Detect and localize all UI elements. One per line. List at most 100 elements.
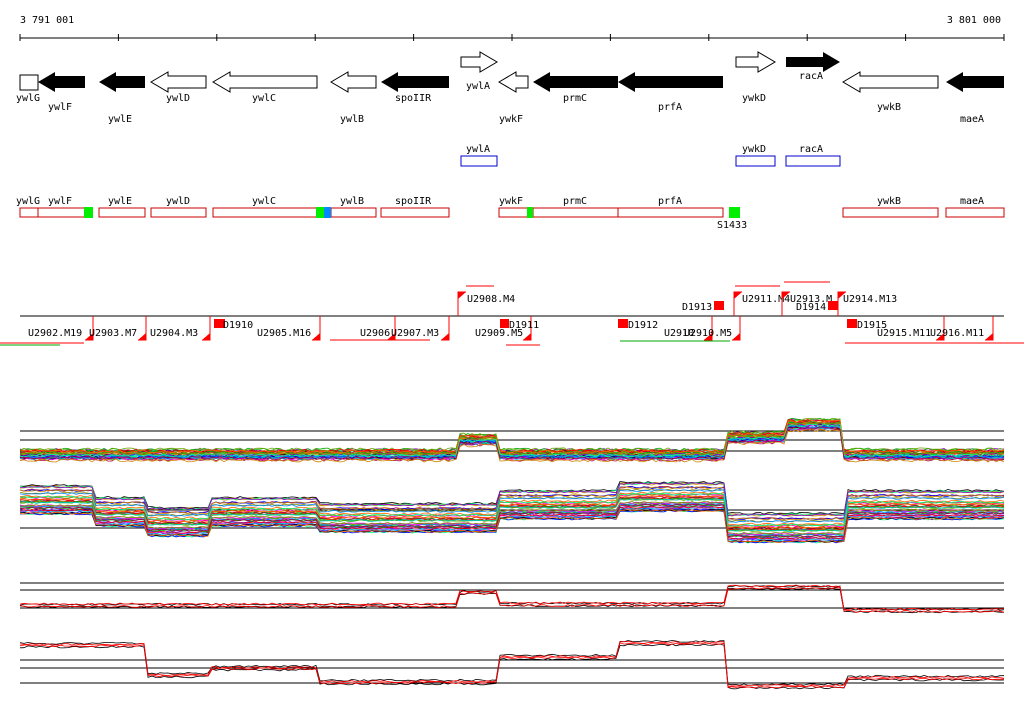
gene-label: maeA	[960, 114, 984, 125]
svg-text:ywlC: ywlC	[252, 196, 276, 207]
gene-ywlB[interactable]: ywlB	[330, 71, 377, 125]
green-marker	[316, 207, 324, 218]
gene-label: ywlA	[466, 81, 490, 92]
gene-ywlE[interactable]: ywlE	[99, 72, 145, 125]
red-region-box[interactable]	[842, 207, 939, 218]
gene-ywlG[interactable]: ywlG	[16, 74, 40, 104]
red-region-box[interactable]	[19, 207, 39, 218]
breakpoint-d1914[interactable]: D1914	[796, 301, 838, 313]
signal-marker[interactable]	[729, 207, 740, 218]
blue-region-ywlA[interactable]: ywlA	[460, 144, 498, 167]
svg-text:U2914.M13: U2914.M13	[843, 294, 897, 305]
svg-text:U2907.M3: U2907.M3	[391, 328, 439, 339]
transcript-lower[interactable]: U2905.M16	[257, 316, 321, 341]
expression-trace	[19, 587, 1005, 613]
transcript-lower[interactable]: U2910.M5	[684, 316, 741, 341]
red-region-box[interactable]	[617, 207, 724, 218]
svg-text:ywlE: ywlE	[108, 196, 132, 207]
red-region-box[interactable]	[380, 207, 450, 218]
transcript-lower[interactable]: U2910	[664, 316, 713, 341]
transcript-lower[interactable]: U2904.M3	[150, 316, 211, 341]
red-region-box[interactable]	[212, 207, 331, 218]
transcript-lower[interactable]: U2916.M11	[930, 316, 994, 341]
svg-text:D1910: D1910	[223, 320, 253, 331]
expression-panel-lower-a	[19, 582, 1005, 614]
svg-text:U2905.M16: U2905.M16	[257, 328, 311, 339]
gene-ywlD[interactable]: ywlD	[150, 71, 207, 104]
svg-text:U2911.M4: U2911.M4	[742, 294, 790, 305]
red-region-box[interactable]	[532, 207, 619, 218]
red-region-box[interactable]	[37, 207, 86, 218]
expression-trace	[19, 492, 1005, 527]
gene-maeA[interactable]: maeA	[946, 72, 1004, 125]
blue-region-ywkD[interactable]: ywkD	[735, 144, 776, 167]
svg-text:ywlD: ywlD	[166, 196, 190, 207]
transcript-upper[interactable]: U2913.M	[781, 291, 832, 316]
expression-trace	[19, 486, 1005, 521]
breakpoint-d1911[interactable]: D1911	[500, 319, 539, 331]
svg-text:U2908.M4: U2908.M4	[467, 294, 515, 305]
svg-text:D1914: D1914	[796, 302, 826, 313]
red-region-box[interactable]	[330, 207, 377, 218]
svg-text:U2902.M19: U2902.M19	[28, 328, 82, 339]
transcript-lower[interactable]: U2903.M7	[89, 316, 147, 341]
gene-spoIIR[interactable]: spoIIR	[381, 72, 449, 104]
transcript-upper[interactable]: U2914.M13	[837, 291, 897, 316]
svg-text:D1913: D1913	[682, 302, 712, 313]
svg-text:prmC: prmC	[563, 196, 587, 207]
gene-prfA[interactable]: prfA	[618, 72, 723, 113]
transcript-upper[interactable]: U2908.M4	[457, 291, 515, 316]
svg-text:ywkB: ywkB	[877, 196, 901, 207]
red-region-box[interactable]	[945, 207, 1005, 218]
gene-ywlF[interactable]: ywlF	[38, 72, 85, 113]
blue-region-track: ywlA ywkD racA	[460, 144, 841, 167]
gene-track: ywlG ywlF ywlE ywlD ywlC ywlB spoIIR yw	[16, 51, 1004, 125]
svg-text:D1911: D1911	[509, 320, 539, 331]
transcript-lower[interactable]: U2902.M19	[28, 316, 94, 341]
expression-trace	[19, 417, 1005, 452]
blue-region-racA[interactable]: racA	[785, 144, 841, 167]
gene-label: prfA	[658, 102, 682, 113]
gene-label: ywlC	[252, 93, 276, 104]
expression-trace	[19, 481, 1005, 515]
breakpoint-d1913[interactable]: D1913	[682, 301, 724, 313]
expression-panel-middle	[19, 481, 1005, 544]
gene-label: spoIIR	[395, 93, 432, 104]
expression-trace	[19, 426, 1004, 460]
svg-text:D1915: D1915	[857, 320, 887, 331]
svg-text:ywkD: ywkD	[742, 144, 766, 155]
svg-text:U2913.M: U2913.M	[790, 294, 832, 305]
gene-racA[interactable]: racA	[786, 52, 840, 82]
breakpoint-d1910[interactable]: D1910	[214, 319, 253, 331]
transcript-lower[interactable]: U2907.M3	[391, 316, 450, 341]
svg-text:U2904.M3: U2904.M3	[150, 328, 198, 339]
breakpoint-d1912[interactable]: D1912	[618, 319, 658, 331]
expression-trace	[19, 507, 1005, 541]
transcript-lower[interactable]: U2909.M5	[475, 316, 532, 341]
transcript-lower[interactable]: U2915.M11	[877, 316, 945, 341]
svg-text:U2903.M7: U2903.M7	[89, 328, 137, 339]
breakpoint-d1915[interactable]: D1915	[847, 319, 887, 331]
expression-trace	[19, 587, 1005, 614]
expression-trace	[19, 486, 1005, 520]
gene-ywlC[interactable]: ywlC	[212, 71, 318, 104]
red-region-box[interactable]	[98, 207, 146, 218]
gene-ywkF[interactable]: ywkF	[498, 71, 529, 125]
expression-trace	[19, 418, 1004, 453]
gene-label: ywlB	[340, 114, 364, 125]
gene-prmC[interactable]: prmC	[533, 72, 618, 104]
gene-ywkD[interactable]: ywkD	[735, 51, 776, 104]
expression-trace	[19, 489, 1005, 523]
expression-panel-lower-b	[19, 640, 1005, 690]
transcript-upper[interactable]: U2911.M4	[733, 291, 790, 316]
transcript-lower[interactable]: U2906	[360, 316, 396, 341]
expression-trace	[19, 493, 1005, 527]
gene-ywlA[interactable]: ywlA	[460, 51, 498, 92]
expression-trace	[19, 641, 1005, 687]
svg-text:ywlA: ywlA	[466, 144, 490, 155]
gene-ywkB[interactable]: ywkB	[842, 71, 939, 113]
red-region-box[interactable]	[150, 207, 207, 218]
gene-label: prmC	[563, 93, 587, 104]
end-coordinate: 3 801 000	[947, 15, 1001, 26]
